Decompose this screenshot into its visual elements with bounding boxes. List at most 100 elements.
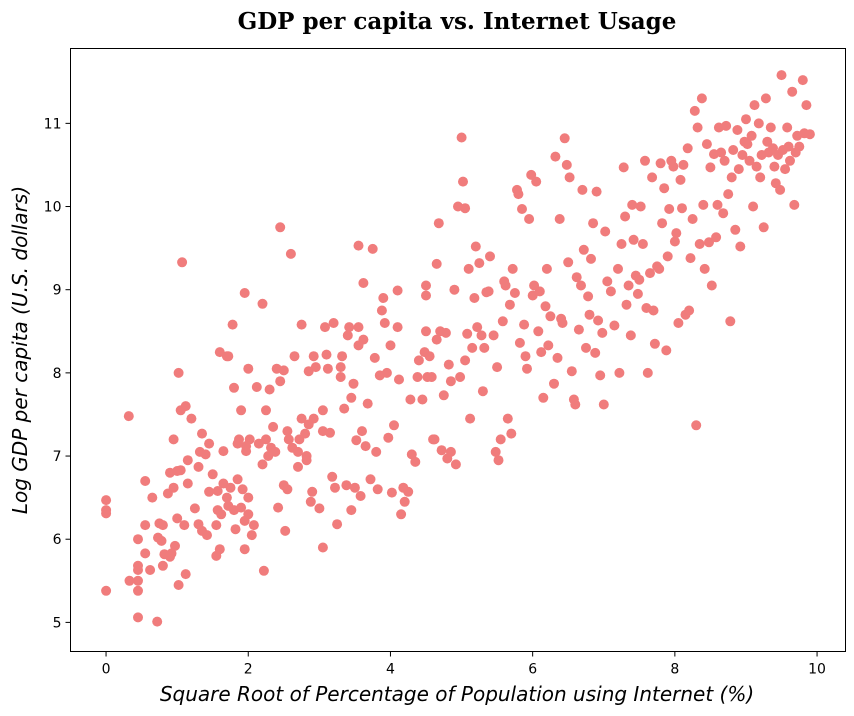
- data-point: [257, 298, 268, 309]
- data-point: [282, 484, 293, 495]
- data-point: [243, 492, 254, 503]
- data-point: [392, 285, 403, 296]
- data-point: [168, 482, 179, 493]
- data-point: [133, 575, 143, 586]
- data-point: [182, 455, 193, 466]
- data-point: [320, 322, 330, 333]
- data-point: [500, 280, 511, 291]
- data-point: [485, 251, 495, 262]
- data-point: [403, 486, 414, 497]
- data-point: [744, 155, 755, 166]
- data-point: [421, 326, 431, 337]
- data-point: [627, 199, 638, 210]
- x-tick-label: 10: [808, 662, 826, 678]
- data-point: [719, 155, 730, 166]
- data-point: [621, 299, 632, 310]
- data-point: [684, 305, 695, 316]
- data-point: [385, 340, 396, 351]
- data-point: [285, 248, 296, 259]
- data-point: [417, 394, 428, 405]
- data-point: [531, 176, 542, 187]
- data-point: [748, 201, 759, 212]
- data-point: [180, 401, 191, 412]
- data-point: [335, 362, 346, 373]
- x-axis-ticks: 0 2 4 6 8 10: [102, 651, 826, 678]
- data-point: [140, 476, 151, 486]
- x-tick-label: 4: [386, 662, 395, 678]
- data-point: [689, 105, 700, 116]
- data-point: [584, 309, 595, 320]
- data-point: [605, 286, 616, 297]
- data-point: [563, 257, 574, 268]
- data-point: [216, 509, 227, 520]
- data-point: [726, 172, 737, 183]
- data-point: [581, 342, 591, 353]
- y-tick-label: 7: [53, 449, 62, 465]
- data-point: [552, 352, 563, 363]
- data-point: [706, 280, 717, 291]
- data-point: [522, 363, 532, 374]
- data-point: [495, 434, 506, 445]
- data-point: [801, 100, 812, 111]
- data-point: [504, 299, 515, 310]
- data-point: [465, 413, 476, 424]
- data-point: [753, 118, 764, 129]
- chart-title: GDP per capita vs. Internet Usage: [238, 8, 677, 35]
- data-point: [241, 446, 252, 457]
- data-point: [367, 243, 378, 254]
- data-point: [424, 351, 435, 362]
- data-point: [101, 585, 112, 596]
- data-point: [362, 398, 373, 409]
- data-point: [182, 478, 193, 489]
- data-point: [657, 218, 668, 229]
- data-point: [600, 226, 611, 237]
- data-point: [133, 585, 143, 596]
- x-tick-label: 0: [102, 662, 111, 678]
- data-point: [570, 399, 581, 410]
- data-point: [186, 413, 197, 424]
- data-point: [662, 251, 673, 262]
- data-point: [264, 384, 275, 395]
- data-point: [218, 446, 229, 457]
- data-point: [371, 446, 382, 457]
- data-point: [353, 240, 364, 251]
- data-point: [470, 241, 481, 252]
- data-point: [133, 612, 143, 623]
- data-point: [462, 328, 473, 339]
- data-point: [147, 492, 158, 503]
- y-tick-label: 9: [53, 283, 62, 299]
- data-point: [433, 218, 444, 229]
- data-point: [317, 542, 328, 553]
- data-point: [577, 184, 588, 195]
- data-point: [426, 372, 437, 382]
- data-point: [236, 405, 247, 416]
- data-point: [372, 484, 383, 495]
- data-point: [280, 525, 291, 536]
- data-point: [293, 461, 303, 472]
- data-point: [246, 530, 257, 541]
- data-point: [677, 203, 687, 214]
- data-point: [456, 132, 467, 143]
- data-point: [140, 548, 151, 559]
- data-point: [704, 237, 714, 248]
- data-point: [449, 284, 460, 295]
- data-point: [243, 509, 254, 520]
- x-tick-label: 2: [244, 662, 253, 678]
- y-tick-label: 11: [44, 116, 62, 132]
- data-point: [325, 427, 335, 438]
- data-point: [443, 359, 454, 370]
- data-point: [588, 218, 599, 229]
- x-tick-label: 8: [670, 662, 679, 678]
- data-point: [675, 174, 686, 185]
- data-point: [637, 239, 648, 249]
- data-point: [671, 228, 682, 239]
- data-point: [477, 386, 488, 397]
- data-point: [123, 411, 134, 422]
- data-point: [445, 376, 456, 387]
- data-point: [701, 139, 712, 150]
- data-point: [358, 278, 369, 288]
- data-point: [730, 224, 741, 235]
- data-point: [214, 544, 225, 555]
- data-point: [609, 320, 620, 331]
- data-point: [762, 136, 773, 147]
